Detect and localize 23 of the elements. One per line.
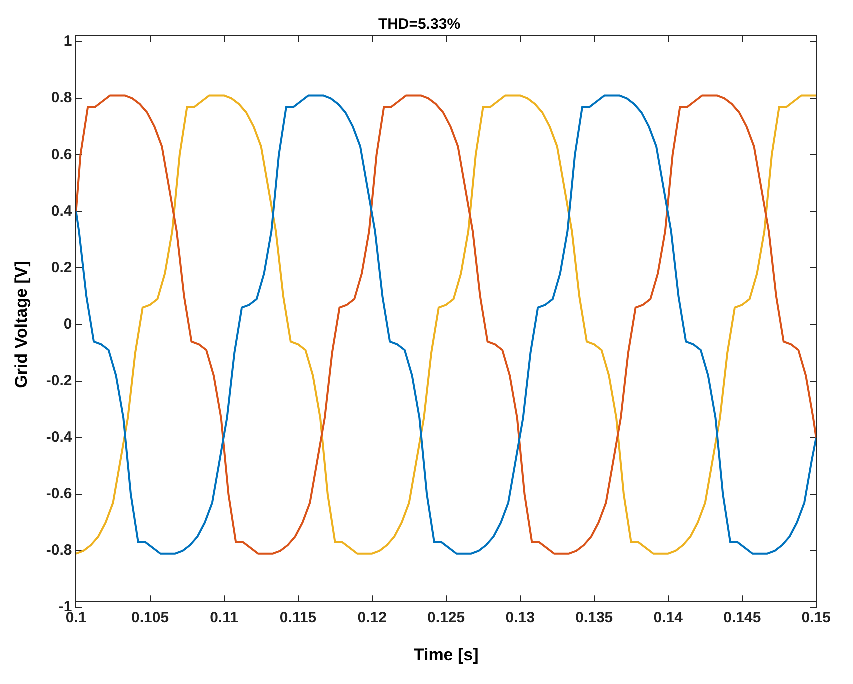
y-tick-label: -0.4 (46, 429, 73, 446)
y-tick-label: -0.2 (46, 372, 72, 390)
y-tick-label: 0.2 (51, 259, 72, 276)
y-tick-label: -0.8 (46, 542, 72, 560)
x-tick-label: 0.115 (280, 610, 317, 627)
x-tick-label: 0.13 (506, 610, 535, 627)
x-tick-label: 0.15 (802, 610, 832, 627)
x-tick-label: 0.135 (576, 610, 614, 627)
x-tick-label: 0.12 (358, 610, 387, 627)
y-tick-label: 0.6 (51, 146, 72, 164)
x-tick-label: 0.125 (428, 610, 466, 627)
x-tick-label: 0.11 (210, 610, 238, 627)
x-tick-label: 0.145 (724, 610, 762, 627)
y-tick-label: -0.6 (46, 486, 72, 503)
y-tick-label: 0.4 (51, 202, 73, 220)
x-axis-title: Time [s] (414, 645, 479, 664)
x-tick-label: 0.14 (654, 610, 684, 627)
chart-title: THD=5.33% (378, 16, 461, 34)
y-tick-label: 0 (64, 316, 72, 333)
y-axis-title: Grid Voltage [V] (12, 261, 31, 388)
y-tick-label: 0.8 (51, 90, 72, 107)
x-tick-label: 0.105 (131, 610, 170, 627)
y-tick-label: 1 (64, 33, 72, 50)
